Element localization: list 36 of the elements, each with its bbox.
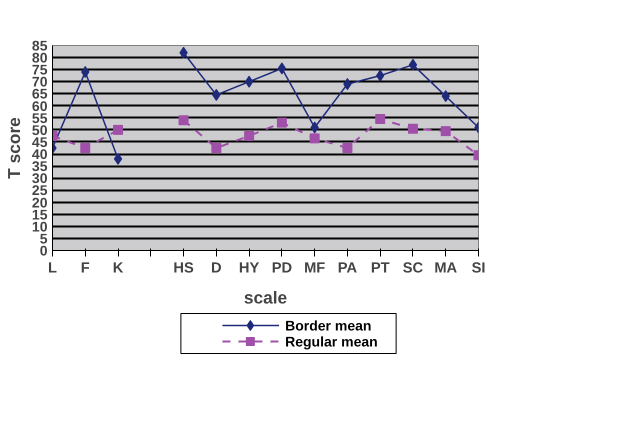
point: [114, 152, 122, 165]
point: [212, 88, 221, 101]
point: [440, 126, 451, 136]
point: [113, 124, 124, 135]
point: [276, 118, 287, 128]
x-tick-label: D: [211, 260, 222, 276]
x-tick-label: HS: [173, 260, 194, 276]
point: [244, 76, 254, 88]
x-tick-label: K: [112, 260, 124, 276]
point: [80, 143, 90, 153]
x-tick-label: F: [80, 260, 90, 276]
point: [408, 124, 418, 134]
x-tick-label: MA: [434, 260, 458, 276]
point: [408, 58, 418, 71]
x-tick-label: HY: [238, 260, 260, 276]
point: [244, 130, 254, 141]
x-tick-label: PD: [272, 260, 292, 276]
point: [211, 143, 222, 153]
point: [278, 62, 286, 74]
x-tick-label: SC: [402, 260, 424, 276]
x-axis-title: scale: [244, 288, 288, 308]
point: [375, 114, 386, 124]
x-tick-label: PA: [338, 260, 358, 276]
x-tick-label: MF: [304, 260, 326, 276]
x-tick-label: PT: [370, 260, 390, 276]
x-tick-label: L: [48, 260, 58, 276]
point: [342, 143, 352, 153]
point: [310, 133, 320, 144]
point: [343, 78, 352, 90]
point: [310, 122, 319, 134]
point: [178, 115, 189, 126]
x-tick-label: SI: [472, 260, 486, 276]
y-axis-title: T score: [4, 116, 24, 179]
legend-label: Border mean: [285, 318, 372, 334]
legend-label: Regular mean: [285, 334, 378, 350]
point: [179, 46, 188, 59]
